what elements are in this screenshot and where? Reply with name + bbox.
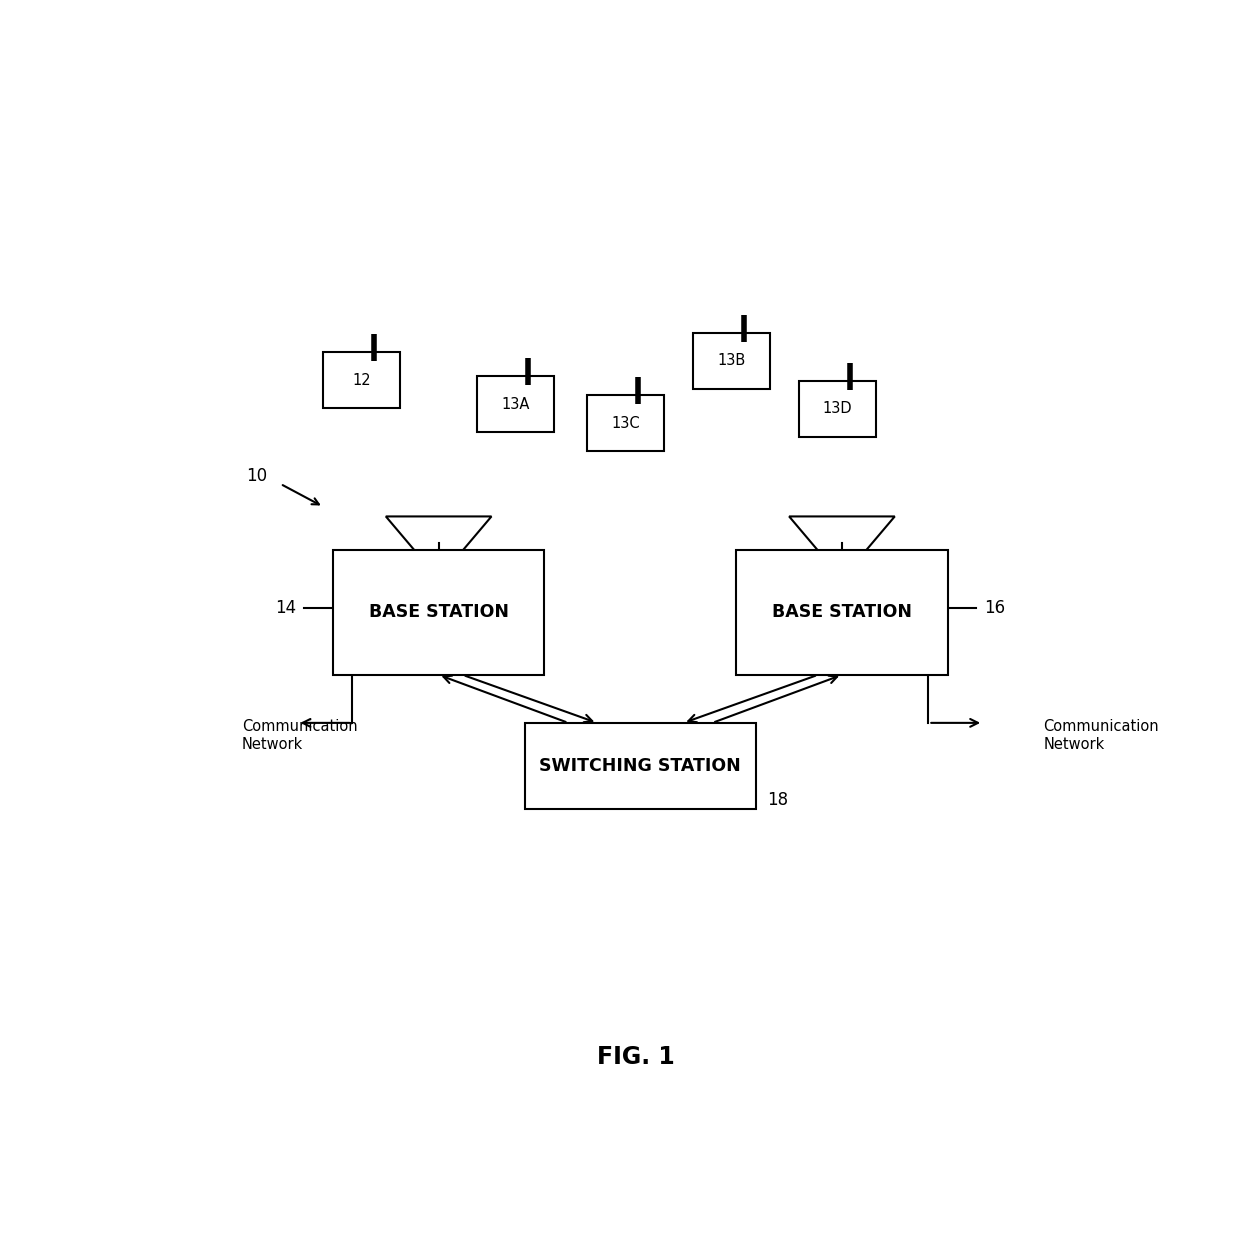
Text: 13D: 13D <box>822 402 852 416</box>
Bar <box>799 382 875 436</box>
Text: Communication
Network: Communication Network <box>1044 720 1159 752</box>
Text: 14: 14 <box>275 599 296 617</box>
Text: FIG. 1: FIG. 1 <box>596 1045 675 1069</box>
Text: Communication
Network: Communication Network <box>242 720 357 752</box>
Text: 10: 10 <box>246 468 267 485</box>
Text: 13C: 13C <box>611 415 640 430</box>
Text: 16: 16 <box>985 599 1006 617</box>
Text: 13B: 13B <box>718 353 745 368</box>
Text: BASE STATION: BASE STATION <box>773 604 911 621</box>
Bar <box>334 550 544 675</box>
Bar <box>693 333 770 389</box>
Text: 18: 18 <box>768 791 789 809</box>
Text: SWITCHING STATION: SWITCHING STATION <box>539 757 742 776</box>
Bar <box>324 352 401 408</box>
Text: 13A: 13A <box>501 397 529 412</box>
Bar <box>477 377 554 431</box>
Bar <box>525 723 755 809</box>
Text: BASE STATION: BASE STATION <box>368 604 508 621</box>
Bar <box>737 550 947 675</box>
Text: 12: 12 <box>352 373 371 388</box>
Bar <box>588 395 665 451</box>
